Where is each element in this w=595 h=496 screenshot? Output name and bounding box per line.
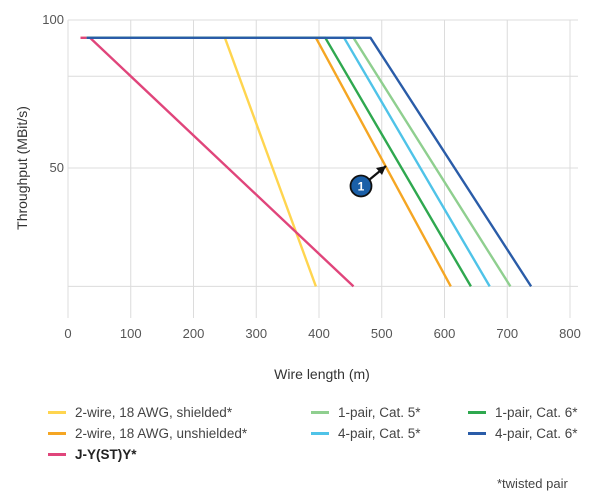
x-tick-label-100: 100 xyxy=(120,326,142,341)
x-tick-label-0: 0 xyxy=(64,326,71,341)
x-tick-label-300: 300 xyxy=(245,326,267,341)
footnote: *twisted pair xyxy=(497,476,568,491)
x-tick-label-800: 800 xyxy=(559,326,581,341)
x-tick-label-400: 400 xyxy=(308,326,330,341)
series-line-6 xyxy=(86,36,533,288)
annotations: 1 xyxy=(349,165,387,198)
annotation-label-0: 1 xyxy=(358,180,365,194)
series-line-0 xyxy=(80,36,318,287)
series-line-2 xyxy=(80,36,355,288)
x-axis-label: Wire length (m) xyxy=(274,366,370,382)
series-line-5 xyxy=(86,36,472,288)
x-tick-label-200: 200 xyxy=(183,326,205,341)
x-tick-label-700: 700 xyxy=(496,326,518,341)
tick-labels: 0 100 200 300 400 500 600 700 800 100 50 xyxy=(42,12,581,341)
series-line-3 xyxy=(86,36,512,288)
y-axis-label: Throughput (MBit/s) xyxy=(14,106,30,230)
annotation-marker-0 xyxy=(349,174,373,198)
series-line-1 xyxy=(86,36,452,287)
y-tick-label-100: 100 xyxy=(42,12,64,27)
annotation-arrowhead-0 xyxy=(376,166,386,175)
y-tick-label-50: 50 xyxy=(50,160,64,175)
x-tick-label-600: 600 xyxy=(434,326,456,341)
x-tick-label-500: 500 xyxy=(371,326,393,341)
series-lines xyxy=(80,36,533,288)
